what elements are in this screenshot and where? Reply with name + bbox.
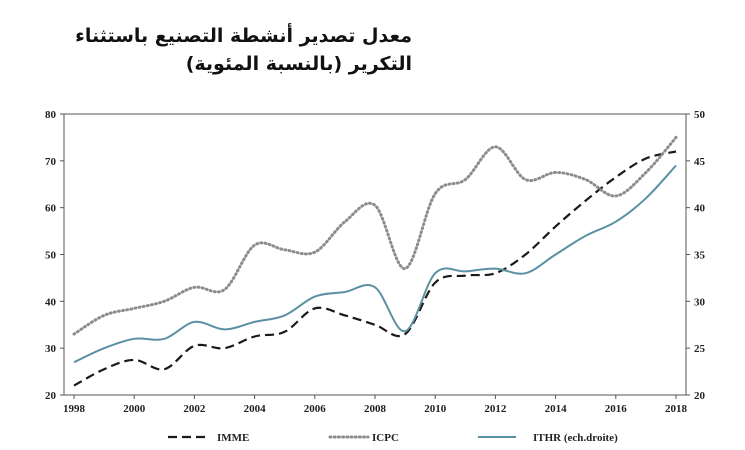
series-line-icpc xyxy=(72,135,678,336)
y-right-tick-label: 20 xyxy=(694,390,706,402)
x-tick-label: 2000 xyxy=(123,403,146,415)
x-tick-label: 2004 xyxy=(244,403,267,415)
x-tick-label: 2016 xyxy=(605,403,628,415)
x-tick-label: 2006 xyxy=(304,403,327,415)
y-left-tick-label: 30 xyxy=(45,343,57,355)
legend-label-icpc: ICPC xyxy=(372,432,399,444)
y-right-tick-label: 50 xyxy=(694,109,706,121)
chart-title-line-2: التكرير (بالنسبة المئوية) xyxy=(185,53,412,75)
x-tick-label: 1998 xyxy=(63,403,86,415)
y-right-tick-label: 30 xyxy=(694,296,706,308)
y-right-tick-label: 45 xyxy=(694,156,706,168)
y-left-tick-label: 20 xyxy=(45,390,57,402)
y-left-tick-label: 70 xyxy=(45,156,57,168)
y-right-tick-label: 35 xyxy=(694,250,706,262)
series-line-imme xyxy=(73,150,677,387)
legend-label-ithr: ITHR (ech.droite) xyxy=(533,432,618,444)
legend-label-imme: IMME xyxy=(217,432,249,444)
y-left-tick-label: 60 xyxy=(45,203,57,215)
chart-title-line-1: معدل تصدير أنشطة التصنيع باستثناء xyxy=(75,25,412,47)
y-left-tick-label: 50 xyxy=(45,250,57,262)
y-right-tick-label: 25 xyxy=(694,343,706,355)
x-tick-label: 2002 xyxy=(183,403,206,415)
x-tick-label: 2010 xyxy=(424,403,447,415)
chart-title: معدل تصدير أنشطة التصنيع باستثناء التكري… xyxy=(75,22,412,78)
y-left-tick-label: 80 xyxy=(45,109,57,121)
x-tick-label: 2018 xyxy=(665,403,688,415)
x-tick-label: 2014 xyxy=(545,403,568,415)
series-line-ithr xyxy=(73,164,677,364)
y-left-tick-label: 40 xyxy=(45,296,57,308)
x-tick-label: 2008 xyxy=(364,403,387,415)
y-right-tick-label: 40 xyxy=(694,203,706,215)
x-tick-label: 2012 xyxy=(484,403,507,415)
plot-frame xyxy=(63,113,687,396)
